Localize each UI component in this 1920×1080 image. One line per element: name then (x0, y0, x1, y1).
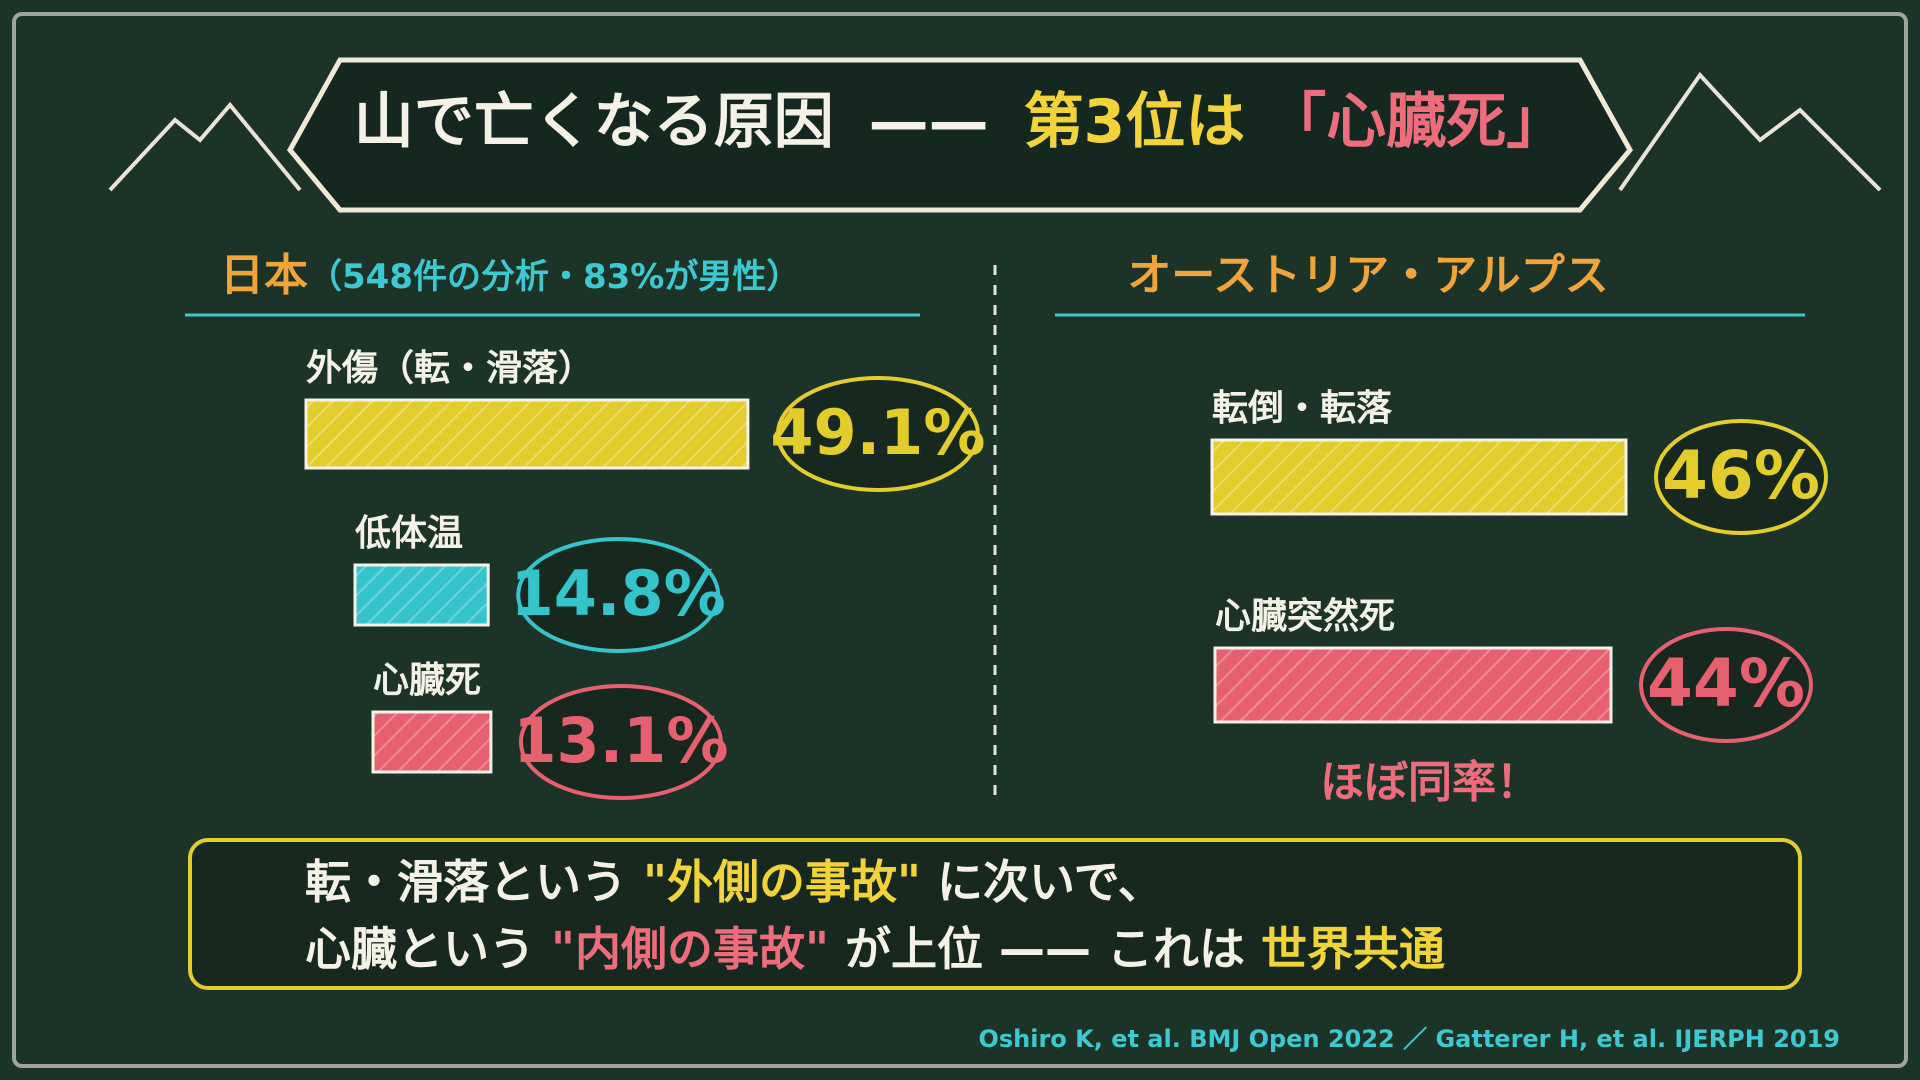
value-bubble (1654, 419, 1828, 535)
message-highlight: 世界共通 (1261, 922, 1445, 976)
citation: Oshiro K, et al. BMJ Open 2022 ／ Gattere… (978, 1025, 1840, 1053)
message-highlight: "外側の事故" (643, 855, 921, 909)
message-line: 心臓という "内側の事故" が上位 —— これは 世界共通 (305, 922, 1445, 976)
title-rank: 第3位は (1024, 87, 1246, 157)
value-bubble (1639, 627, 1813, 743)
value-label: 14.8% (511, 557, 726, 630)
message-text: が上位 —— これは (845, 922, 1245, 976)
value-label: 49.1% (770, 396, 985, 469)
title: 山で亡くなる原因 —— 第3位は 「心臓死」 (354, 87, 1566, 157)
category-label: 心臓死 (373, 660, 481, 701)
bar-hatch (1215, 648, 1611, 722)
message-text: 転・滑落という (305, 855, 627, 909)
category-label: 外傷（転・滑落） (306, 348, 594, 389)
chart-subtitle: （548件の分析・83%が男性） (308, 257, 800, 297)
chart-title: 日本（548件の分析・83%が男性） (220, 250, 800, 301)
value-label: 13.1% (513, 704, 728, 777)
annotation: ほぼ同率！ (1320, 757, 1540, 808)
message-line: 転・滑落という "外側の事故" に次いで、 (305, 855, 1164, 909)
title-cause: 「心臓死」 (1266, 87, 1566, 157)
bar-hatch (355, 565, 489, 625)
mountain-icon (108, 101, 302, 192)
value-bubble (516, 537, 721, 653)
bar-hatch (1212, 440, 1626, 514)
message-highlight: "内側の事故" (551, 922, 829, 976)
title-main: 山で亡くなる原因 (354, 87, 834, 157)
value-label: 46% (1662, 437, 1820, 514)
bar-hatch (373, 712, 491, 772)
bar-hatch (306, 400, 748, 468)
message-text: に次いで、 (937, 855, 1164, 909)
message-box (188, 838, 1802, 990)
category-label: 心臓突然死 (1215, 595, 1395, 637)
title-banner (286, 57, 1634, 213)
chart-title-text: 日本 (220, 250, 308, 301)
category-label: 低体温 (355, 513, 463, 554)
mountain-icon (1618, 71, 1882, 192)
board-frame (12, 12, 1908, 1068)
chart-title: オーストリア・アルプス (1127, 250, 1608, 301)
category-label: 転倒・転落 (1212, 388, 1393, 429)
value-bubble (775, 376, 980, 492)
title-dash: —— (869, 87, 989, 157)
value-label: 44% (1647, 645, 1805, 722)
chart-title-text: オーストリア・アルプス (1127, 250, 1608, 301)
message-text: 心臓という (305, 922, 535, 976)
value-bubble (518, 684, 723, 800)
